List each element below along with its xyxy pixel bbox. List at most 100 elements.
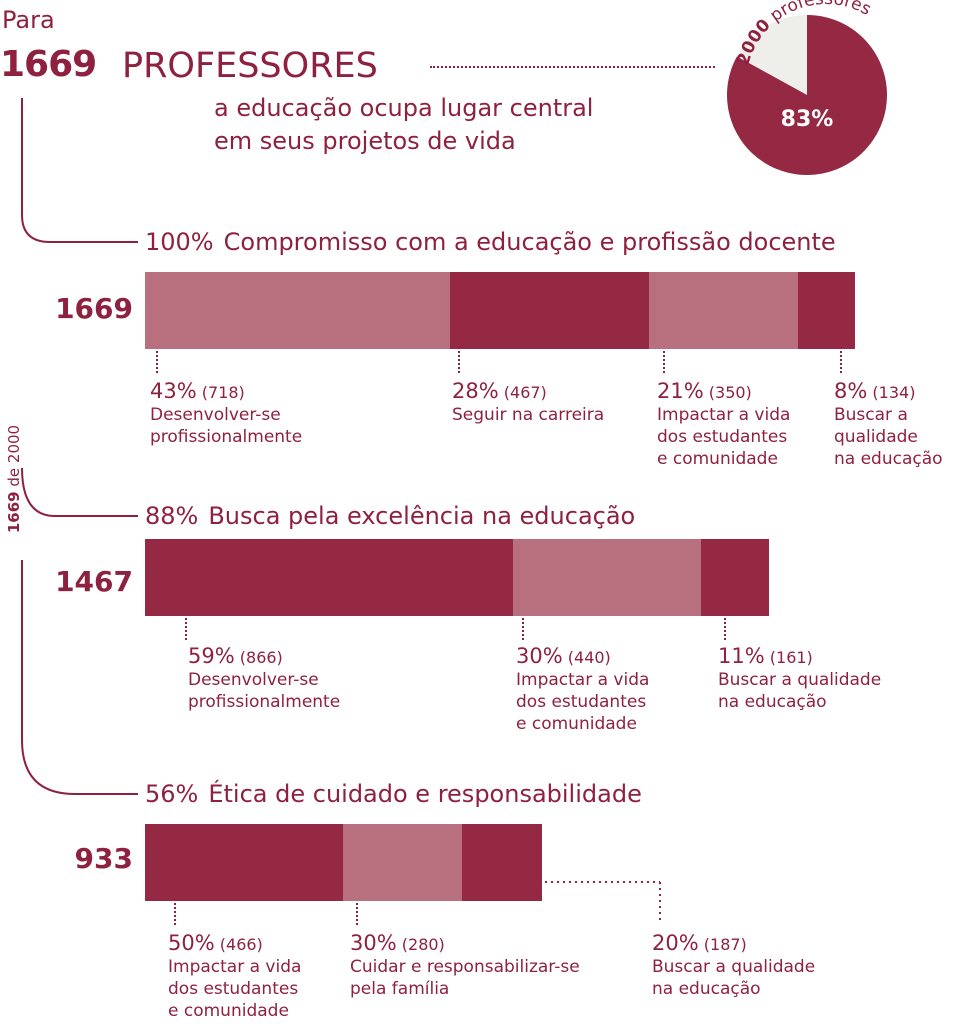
segment-label-line: Seguir na carreira: [452, 405, 605, 425]
segment-label-line: Impactar a vida: [516, 670, 650, 690]
segment-label: 28% (467) Seguir na carreira: [452, 380, 604, 426]
bar-segment: [649, 272, 798, 349]
section-title-text: Busca pela excelência na educação: [208, 502, 636, 530]
section-title-1: 100% Compromisso com a educação e profiss…: [145, 228, 836, 256]
segment-label-head: 59% (866): [188, 645, 340, 669]
segment-label-line: na educação: [834, 449, 943, 469]
segment-label: 21% (350) Impactar a vida dos estudantes e …: [657, 380, 790, 470]
section-title-pct: 100%: [145, 228, 214, 256]
segment-tick: [174, 903, 176, 925]
segment-label-line: e comunidade: [657, 449, 778, 469]
segment-percent: 20%: [652, 931, 699, 955]
segment-label-line: profissionalmente: [150, 427, 303, 447]
section-title-2: 88% Busca pela excelência na educação: [145, 502, 635, 530]
segment-label: 30% (440) Impactar a vida dos estudantes e …: [516, 645, 649, 735]
segment-label-line: e comunidade: [168, 1001, 289, 1021]
side-label: 1669 de 2000: [5, 419, 23, 539]
segment-label-line: na educação: [652, 979, 761, 999]
bar-total-count: 933: [74, 842, 133, 875]
segment-percent: 21%: [657, 379, 704, 403]
header-dotted-connector: [430, 66, 715, 68]
segment-tick: [458, 351, 460, 373]
segment-count: (466): [214, 935, 263, 954]
bar-total-count: 1669: [55, 292, 133, 325]
bar-segment: [513, 539, 701, 616]
section-title-3: 56% Ética de cuidado e responsabilidade: [145, 780, 642, 808]
side-label-text: de 2000: [5, 424, 23, 487]
segment-label-line: Desenvolver-se: [150, 405, 281, 425]
segment-label-head: 11% (161): [718, 645, 881, 669]
bar-segment: [343, 824, 463, 901]
segment-label-line: qualidade: [834, 427, 918, 447]
section-title-pct: 88%: [145, 502, 199, 530]
section-title-text: Ética de cuidado e responsabilidade: [208, 780, 642, 808]
segment-label: 20% (187) Buscar a qualidade na educação: [652, 932, 815, 1000]
segment-count: (350): [703, 383, 752, 402]
segment-label-line: e comunidade: [516, 714, 637, 734]
bar-segment: [145, 824, 344, 901]
segment-label-line: pela família: [350, 979, 450, 999]
segment-label: 30% (280) Cuidar e responsabilizar-se pela…: [350, 932, 580, 1000]
segment-label-line: dos estudantes: [657, 427, 788, 447]
segment-count: (440): [562, 648, 611, 667]
segment-label: 8% (134) Buscar a qualidade na educação: [834, 380, 943, 470]
segment-label: 11% (161) Buscar a qualidade na educação: [718, 645, 881, 713]
segment-tick: [840, 351, 842, 373]
segment-count: (467): [498, 383, 547, 402]
section-title-text: Compromisso com a educação e profissão d…: [223, 228, 836, 256]
segment-label-head: 28% (467): [452, 380, 604, 404]
bar-segment: [450, 272, 650, 349]
headline-word: PROFESSORES: [122, 46, 378, 86]
bar-segment: [700, 539, 770, 616]
header-para: Para: [2, 6, 55, 34]
headline-subtitle-line1: a educação ocupa lugar central: [214, 94, 594, 122]
pie-percent-label: 83%: [781, 107, 834, 132]
segment-label-line: Impactar a vida: [168, 957, 302, 977]
segment-percent: 28%: [452, 379, 499, 403]
bracket-line-2: [21, 467, 138, 517]
segment-label: 59% (866) Desenvolver-se profissionalmente: [188, 645, 340, 713]
segment-count: (134): [867, 383, 916, 402]
segment-count: (866): [234, 648, 283, 667]
headline-subtitle-line2: em seus projetos de vida: [214, 127, 516, 155]
segment-label: 50% (466) Impactar a vida dos estudantes e …: [168, 932, 301, 1022]
headline-count: 1669: [0, 44, 97, 85]
segment-tick: [156, 351, 158, 373]
bar-total-count: 1467: [55, 565, 133, 598]
section-title-pct: 56%: [145, 780, 199, 808]
segment-count: (161): [764, 648, 813, 667]
segment-label: 43% (718) Desenvolver-se profissionalmente: [150, 380, 302, 448]
segment-label-line: Desenvolver-se: [188, 670, 319, 690]
segment-tick: [663, 351, 665, 373]
segment-label-head: 30% (440): [516, 645, 649, 669]
segment-percent: 30%: [516, 644, 563, 668]
side-label-num: 1669: [5, 491, 23, 534]
segment-percent: 30%: [350, 931, 397, 955]
segment-percent: 11%: [718, 644, 765, 668]
segment-label-head: 50% (466): [168, 932, 301, 956]
segment-label-line: na educação: [718, 692, 827, 712]
segment-label-head: 30% (280): [350, 932, 580, 956]
segment-count: (187): [698, 935, 747, 954]
bar-segment: [797, 272, 855, 349]
segment-percent: 8%: [834, 379, 868, 403]
segment-label-line: Impactar a vida: [657, 405, 791, 425]
segment-label-head: 20% (187): [652, 932, 815, 956]
segment-tick: [185, 618, 187, 640]
segment-percent: 59%: [188, 644, 235, 668]
bar-segment: [145, 539, 514, 616]
segment-tick: [356, 903, 358, 925]
segment-label-line: Buscar a qualidade: [718, 670, 882, 690]
bracket-line-1: [21, 98, 138, 243]
segment-label-head: 8% (134): [834, 380, 943, 404]
segment-label-head: 21% (350): [657, 380, 790, 404]
bar-segment: [462, 824, 542, 901]
segment-label-line: Cuidar e responsabilizar-se: [350, 957, 580, 977]
segment-count: (718): [196, 383, 245, 402]
segment-label-line: Buscar a: [834, 405, 908, 425]
bar-segment: [145, 272, 451, 349]
segment-percent: 43%: [150, 379, 197, 403]
segment-count: (280): [396, 935, 445, 954]
bracket-line-3: [21, 560, 138, 795]
